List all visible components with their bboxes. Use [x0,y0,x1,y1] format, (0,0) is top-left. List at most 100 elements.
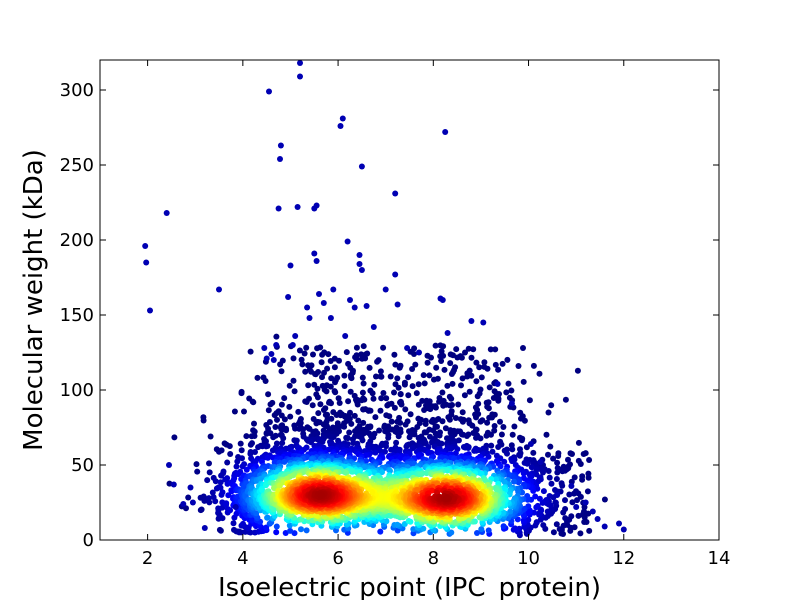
scatter-point [459,375,466,382]
scatter-point [483,432,490,439]
scatter-point [216,526,223,533]
scatter-point [269,447,276,454]
scatter-point [271,412,278,419]
scatter-point [285,294,292,300]
scatter-point [273,333,280,340]
scatter-point [347,388,354,395]
scatter-point [320,407,327,413]
scatter-point [424,359,431,366]
scatter-point [328,400,334,407]
scatter-point [507,508,514,515]
scatter-point [392,190,399,197]
outlier-points-layer [142,60,627,533]
scatter-point [166,462,172,468]
scatter-point [520,378,527,385]
scatter-point [370,434,377,441]
scatter-point [402,406,409,413]
scatter-point [488,442,495,449]
scatter-point [417,471,424,478]
scatter-point [310,351,316,358]
scatter-point [508,387,515,394]
scatter-point [455,401,462,408]
scatter-point [481,359,488,366]
scatter-point [313,258,320,264]
density-points-layer [166,333,608,539]
scatter-point [484,419,491,426]
scatter-point [251,420,257,427]
scatter-point [365,486,372,492]
scatter-point [511,478,517,485]
scatter-point [465,345,472,352]
scatter-point [263,355,270,362]
scatter-point [423,429,430,436]
scatter-point [515,479,522,486]
scatter-point [468,318,475,324]
scatter-point [247,529,254,536]
scatter-point [500,523,507,530]
scatter-point [398,401,405,408]
scatter-point [314,394,321,401]
scatter-point [142,243,149,249]
scatter-point [315,410,322,417]
scatter-point [143,259,150,266]
scatter-point [477,418,484,425]
scatter-point [386,413,393,420]
scatter-point [439,389,446,396]
scatter-point [281,395,288,402]
scatter-point [204,477,211,484]
scatter-point [485,453,492,460]
scatter-point [336,400,343,406]
scatter-point [303,527,310,534]
scatter-point [270,434,277,441]
scatter-point [537,459,544,465]
scatter-point [553,521,560,528]
scatter-point [488,431,494,438]
scatter-point [273,529,280,536]
scatter-point [391,351,398,358]
scatter-point [252,458,259,465]
scatter-point [329,434,336,441]
scatter-point [452,450,459,457]
scatter-point [391,389,397,396]
scatter-point [316,291,322,297]
scatter-point [568,483,575,489]
scatter-point [318,359,325,366]
scatter-point [344,238,351,245]
scatter-point [586,527,593,534]
scatter-point [319,351,326,358]
scatter-point [293,437,300,444]
scatter-point [247,450,254,457]
scatter-point [555,453,562,459]
scatter-point [504,356,511,363]
scatter-point [359,374,366,381]
scatter-point [571,474,578,481]
scatter-point [584,488,591,495]
scatter-point [533,466,540,473]
scatter-point [520,470,527,477]
scatter-point [478,526,485,533]
scatter-point [331,364,338,371]
scatter-point [601,496,608,503]
scatter-point [335,395,342,402]
scatter-point [312,371,319,378]
scatter-point [489,448,496,455]
scatter-point [432,404,439,411]
scatter-point [277,142,284,149]
scatter-point [601,523,608,530]
scatter-point [373,373,379,380]
scatter-point [545,451,551,458]
scatter-point [474,530,480,536]
scatter-point [360,406,367,413]
scatter-point [412,361,419,368]
scatter-point [193,461,200,468]
scatter-point [276,482,283,489]
scatter-point [306,315,313,321]
scatter-point [516,452,523,459]
scatter-point [365,407,372,414]
scatter-point [265,407,272,414]
scatter-point [287,527,294,534]
scatter-point [512,525,518,532]
scatter-point [427,433,433,440]
scatter-point [448,371,455,377]
